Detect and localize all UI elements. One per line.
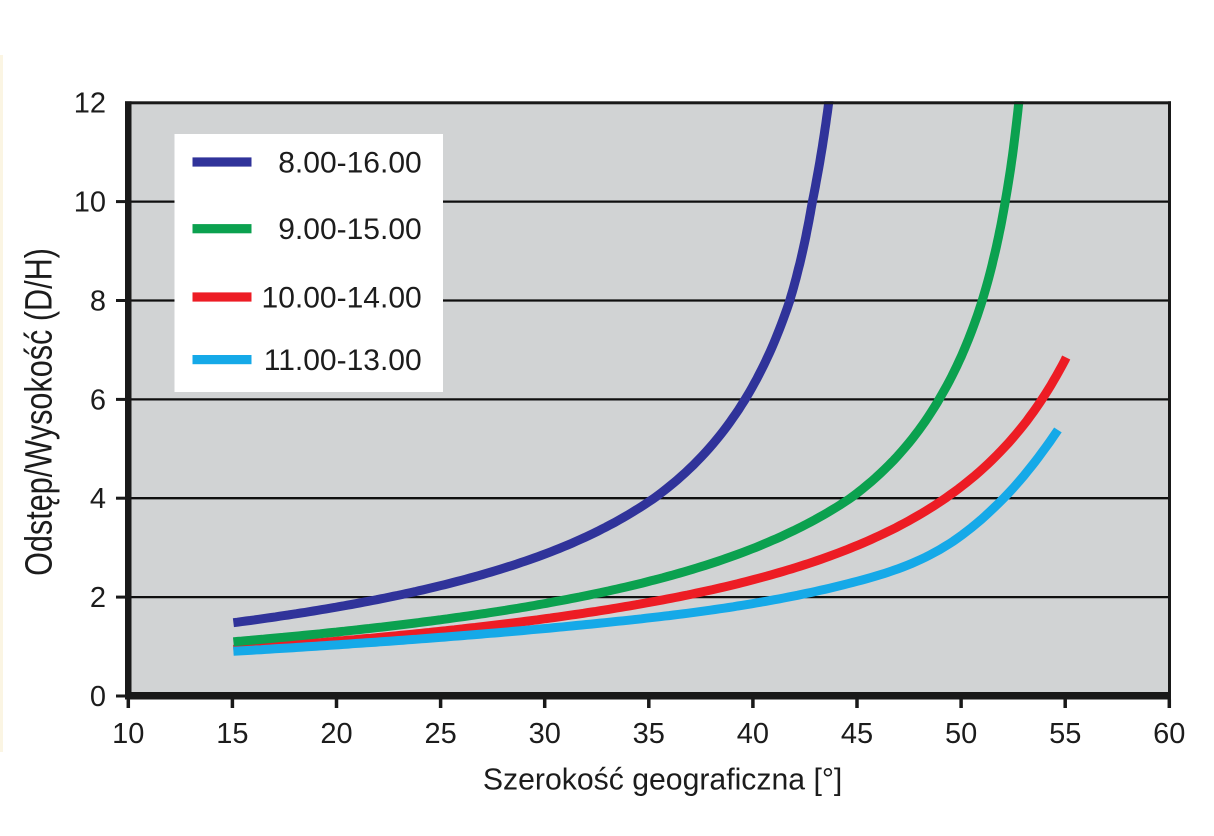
svg-text:20: 20 bbox=[320, 718, 352, 750]
svg-text:25: 25 bbox=[424, 718, 456, 750]
svg-text:12: 12 bbox=[74, 88, 106, 120]
svg-text:60: 60 bbox=[1153, 718, 1185, 750]
svg-text:2: 2 bbox=[90, 582, 106, 614]
svg-text:40: 40 bbox=[737, 718, 769, 750]
svg-text:10: 10 bbox=[112, 718, 144, 750]
svg-text:15: 15 bbox=[216, 718, 248, 750]
svg-text:50: 50 bbox=[945, 718, 977, 750]
svg-text:6: 6 bbox=[90, 384, 106, 416]
svg-text:9.00-15.00: 9.00-15.00 bbox=[278, 213, 421, 246]
svg-text:35: 35 bbox=[633, 718, 665, 750]
svg-text:8: 8 bbox=[90, 286, 106, 318]
svg-text:30: 30 bbox=[529, 718, 561, 750]
svg-text:4: 4 bbox=[90, 483, 106, 515]
svg-text:45: 45 bbox=[841, 718, 873, 750]
svg-text:0: 0 bbox=[90, 681, 106, 713]
svg-text:11.00-13.00: 11.00-13.00 bbox=[264, 344, 422, 377]
svg-text:10.00-14.00: 10.00-14.00 bbox=[262, 282, 422, 315]
svg-text:55: 55 bbox=[1049, 718, 1081, 750]
svg-text:Odstęp/Wysokość (D/H): Odstęp/Wysokość (D/H) bbox=[18, 248, 60, 576]
svg-text:Szerokość geograficzna [°]: Szerokość geograficzna [°] bbox=[483, 764, 842, 797]
svg-text:10: 10 bbox=[74, 187, 106, 219]
svg-text:8.00-16.00: 8.00-16.00 bbox=[278, 147, 421, 180]
